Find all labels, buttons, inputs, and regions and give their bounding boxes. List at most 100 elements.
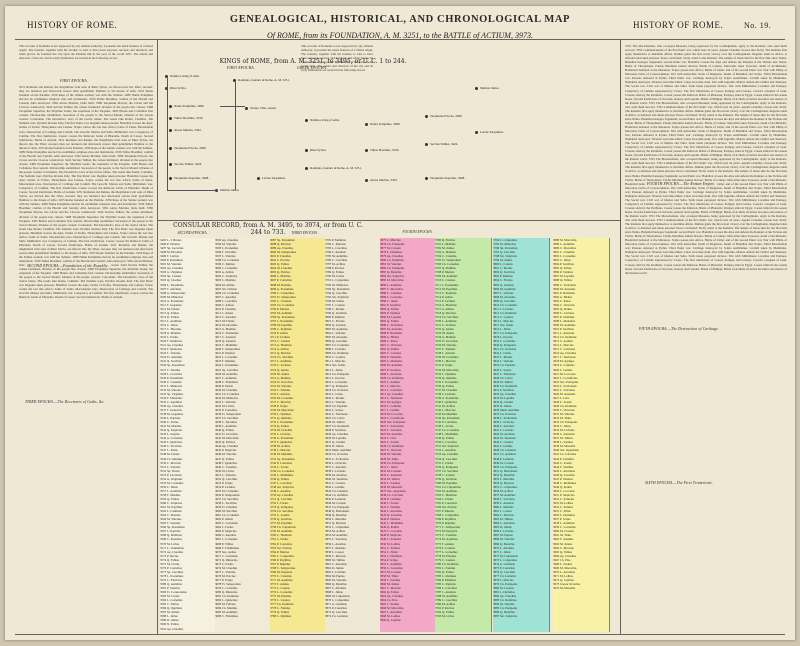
consul-entry: 3966 M. Marcellus bbox=[380, 606, 404, 611]
consul-entry: 3824 C. Norbanus bbox=[325, 412, 348, 417]
consul-entry: 3707 L. Postumius bbox=[270, 318, 294, 323]
consul-entry: 3820 Q. Pompeius bbox=[493, 343, 516, 348]
consul-entry: 3589 D. Junius bbox=[160, 618, 179, 623]
consul-entry: 3584 L. Cornelius bbox=[160, 598, 183, 603]
consul-entry: 3836 Mam. Aemilius bbox=[493, 407, 520, 412]
consul-entry: 3717 L. Aemilius bbox=[270, 359, 292, 364]
consul-entry: 3920 L. Gellius bbox=[553, 367, 573, 372]
consul-entry: 3508 A. Sempronius bbox=[160, 290, 186, 295]
consul-entry: 3827 C. Norbanus bbox=[493, 371, 516, 376]
consul-entry: 3498 M. Horatius bbox=[160, 250, 182, 255]
consul-entry: 3968 M. Lollius bbox=[380, 614, 401, 619]
consul-entry: 3650 M. Livius bbox=[215, 468, 235, 473]
consul-entry: 3963 M. Junius bbox=[553, 541, 573, 546]
consul-entry: 3803 M. Aquillius bbox=[325, 327, 348, 332]
consul-entry: 3910 P. Servilius bbox=[553, 327, 574, 332]
consul-entry: 3962 Q. Fabius bbox=[380, 590, 399, 595]
consul-entry: 3719 Cn. Servilius bbox=[435, 314, 459, 319]
consul-entry: 3966 Ap. Claudius bbox=[553, 553, 577, 558]
consul-entry: 3888 C. Claudius bbox=[380, 290, 402, 295]
consul-entry: 3808 L. Licinius bbox=[325, 347, 346, 352]
consul-entry: 3695 Q. Fulvius bbox=[270, 270, 291, 275]
consul-entry: 3804 L. Valerius bbox=[325, 331, 346, 336]
consul-entry: 3918 M. Cocceius bbox=[380, 412, 403, 417]
consul-entry: 3727 C. Marcius bbox=[270, 399, 291, 404]
consul-entry: 3694 M. Claudius bbox=[270, 266, 293, 271]
consul-entry: 3817 Q. Pompeius bbox=[325, 383, 348, 388]
consul-entry: 3785 M. Aemilius bbox=[325, 254, 348, 259]
consul-entry: 3569 C. Poetelius bbox=[160, 537, 182, 542]
consul-entry: 3903 C. Carrinas bbox=[380, 351, 402, 356]
consul-entry: 3736 Q. Fabius bbox=[435, 383, 454, 388]
consul-entry: 3822 Cn. Papirius bbox=[325, 403, 348, 408]
consul-entry: 3501 M. Valerius bbox=[160, 262, 182, 267]
consul-entry: 3853 M. Acilius bbox=[325, 529, 346, 534]
consul-entry: 3917 C. Norbanus bbox=[553, 355, 576, 360]
consul-entry: 3709 M. Aemilius bbox=[435, 274, 458, 279]
consul-entry: 3840 C. Aurelius bbox=[493, 424, 515, 429]
consul-entry: 3739 L. Marcius bbox=[270, 448, 291, 453]
consul-entry: 3973 Caesar Octavius bbox=[553, 581, 581, 586]
genealogy-node: Lucius Tarquinius. bbox=[480, 130, 504, 134]
consul-entry: 3759 Q. Servilius bbox=[435, 476, 457, 481]
consul-entry: 3743 C. Livius bbox=[270, 464, 289, 469]
consul-entry: 3772 M. Perperna bbox=[435, 529, 458, 534]
consul-entry: 3968 L. Sestius bbox=[553, 561, 573, 566]
consul-entry: 3730 L. Opimius bbox=[270, 412, 292, 417]
consul-entry: 3607 C. Aurelius bbox=[215, 294, 237, 299]
consul-entry: 3866 Q. Metellus bbox=[325, 581, 347, 586]
consul-entry: 3902 Q. Pedius bbox=[380, 347, 399, 352]
tree-connector-line bbox=[167, 190, 217, 191]
consul-entry: 3708 M. Popillius bbox=[270, 322, 293, 327]
consul-entry: 3882 Cn. Pompeius bbox=[380, 266, 405, 271]
consular-column: 3794 L. Calpurnius 3795 M. Minucius 3796 S… bbox=[493, 238, 550, 632]
col-epoch-third: THIRD EPOCHA. bbox=[291, 231, 318, 235]
consul-entry: 3931 C. Julius bbox=[380, 464, 398, 469]
consular-column: 3593 Ap. Claudius 3594 M. Valerius 3595 L.… bbox=[215, 238, 272, 632]
consul-entry: 3740 M. Manilius bbox=[270, 452, 293, 457]
consul-entry: 3890 C. Marcellus bbox=[553, 246, 576, 251]
consular-column: 3888 M. Marcellus 3889 L. Aemilius 3890 C.… bbox=[553, 238, 610, 632]
consul-entry: 3852 C. Calpurnius bbox=[325, 525, 350, 530]
consul-entry: 3666 C. Aurelius bbox=[215, 533, 237, 538]
consul-entry: 3698 M. Baebius bbox=[270, 282, 292, 287]
consular-column: 3700 Q. Fulvius 3701 L. Manlius 3702 M. Ju… bbox=[435, 238, 492, 632]
consul-entry: 3752 L. Aurelius bbox=[435, 448, 456, 453]
consul-entry: 3735 L. Licinius bbox=[270, 432, 291, 437]
consul-entry: 3814 L. Marcius bbox=[493, 318, 514, 323]
consul-entry: 3752 L. Furius bbox=[270, 501, 289, 506]
consul-entry: 3637 Cn. Servilius bbox=[215, 416, 239, 421]
consul-entry: 3577 Sp. Carvilius bbox=[160, 569, 184, 574]
consul-entry: 3767 P. Mucius bbox=[435, 509, 455, 514]
consul-entry: 3811 L. Licinius bbox=[493, 306, 514, 311]
consul-entry: 3952 C. Fonteius bbox=[553, 497, 575, 501]
consul-entry: 3800 L. Cassius bbox=[493, 262, 513, 267]
consul-entry: 3955 L. Aemilius bbox=[380, 561, 402, 566]
consul-entry: 3817 Cn. Pompeius bbox=[493, 331, 518, 336]
consul-entry: 3819 L. Cinna bbox=[325, 391, 343, 396]
consul-entry: 3958 L. Aemilius bbox=[553, 521, 575, 526]
consul-entry: 3681 Cn. Domitius bbox=[215, 594, 239, 599]
consul-entry: 3818 Cn. Octavius bbox=[325, 387, 349, 392]
consul-entry: 3854 M. Aemilius bbox=[325, 533, 348, 538]
consul-entry: 3644 Ap. Claudius bbox=[215, 444, 239, 449]
consul-entry: 3965 Q. Fabius bbox=[553, 549, 572, 554]
left-running-title: HISTORY OF ROME. bbox=[27, 20, 118, 30]
consul-entry: 3544 A. Cornelius bbox=[160, 436, 183, 441]
consul-entry: 3654 P. Licinius bbox=[215, 484, 236, 489]
consul-entry: 3792 Q. Fabius bbox=[435, 610, 454, 615]
consul-entry: 3886 L. Aemilius bbox=[380, 282, 402, 287]
consul-entry: 3782 C. Papirius bbox=[325, 242, 346, 247]
consul-entry: 3764 P. Mucius bbox=[270, 549, 290, 554]
consul-entry: 3826 M. Tullius bbox=[325, 420, 345, 425]
consul-entry: 3950 M. Lollius bbox=[380, 541, 401, 546]
consul-entry: 3640 Q. Fabius bbox=[215, 428, 234, 433]
consul-entry: 3682 L. Quinctius bbox=[215, 598, 238, 603]
consul-entry: 3513 Q. Fabius bbox=[160, 310, 179, 315]
genealogy-node-marker bbox=[305, 149, 308, 152]
consul-entry: 3957 M. Crassus bbox=[380, 569, 401, 574]
consul-entry: 3874 A. Gabinius bbox=[493, 561, 515, 566]
consul-entry: 3901 C. Octavius bbox=[380, 343, 402, 348]
consul-entry: 3725 Ti. Gracchus bbox=[435, 339, 458, 344]
consul-entry: 3940 C. Sosius bbox=[380, 501, 399, 506]
